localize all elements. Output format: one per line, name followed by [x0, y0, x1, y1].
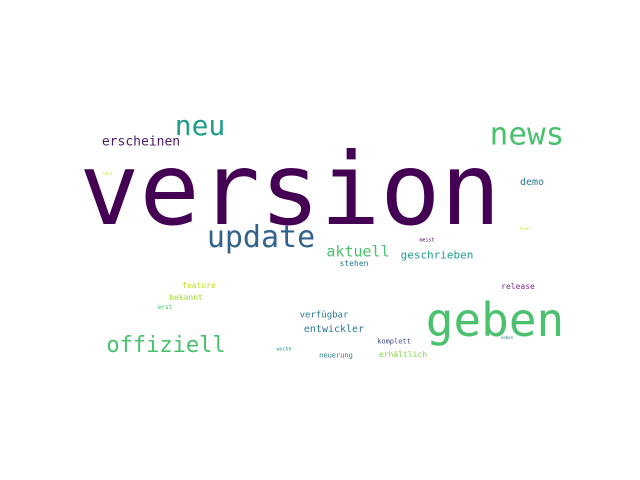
word-verfuegbar: verfügbar — [299, 310, 349, 321]
word-erscheinen: erscheinen — [101, 134, 181, 150]
word-aktuell: aktuell — [326, 242, 390, 261]
word-bekannt: bekannt — [169, 293, 203, 302]
word-version: version — [79, 131, 501, 248]
word-woche: woche — [276, 346, 292, 353]
word-erst: erst — [157, 304, 173, 311]
word-feature: feature — [182, 281, 216, 290]
word-update: update — [206, 220, 316, 255]
word-meist: meist — [419, 237, 435, 244]
word-live: live — [519, 226, 529, 231]
word-release: release — [501, 282, 535, 291]
word-erhaeltlich: erhältlich — [378, 350, 428, 359]
word-neben: neben — [500, 335, 514, 340]
word-neuerung: neuerung — [319, 351, 353, 360]
word-geben: geben — [425, 293, 565, 347]
word-offiziell: offiziell — [106, 333, 226, 358]
word-geschrieben: geschrieben — [400, 248, 474, 262]
word-news: news — [489, 116, 565, 153]
word-komplett: komplett — [377, 337, 411, 346]
word-entwickler: entwickler — [303, 324, 365, 335]
word-stehen: stehen — [339, 259, 369, 268]
word-demo: demo — [519, 177, 545, 188]
word-heut: heut — [103, 171, 113, 176]
word-neu: neu — [174, 109, 226, 142]
